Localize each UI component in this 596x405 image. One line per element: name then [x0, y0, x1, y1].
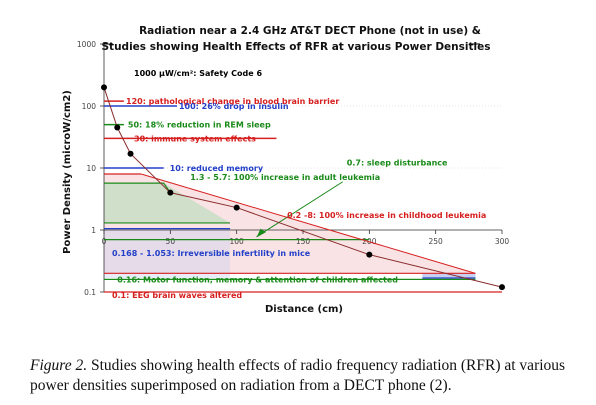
- caption-text: Studies showing health effects of radio …: [30, 357, 566, 394]
- y-tick-label: 100: [82, 102, 97, 111]
- dect-data-point: [233, 204, 240, 211]
- annotation-label-sleep: 0.7: sleep disturbance: [347, 158, 448, 167]
- dect-data-point: [101, 84, 107, 91]
- annotation-label-adult-leukemia: 1.3 - 5.7: 100% increase in adult leukem…: [190, 173, 380, 182]
- annotation-line-childhood-leukemia: [141, 173, 476, 274]
- annotation-text-layer: 1000 µW/cm²: Safety Code 6 120: pathologi…: [112, 69, 486, 300]
- annotation-lines-layer: [104, 43, 502, 293]
- annotation-arrow-sleep: [256, 181, 344, 238]
- dect-data-point: [127, 150, 134, 157]
- annotation-label-01: 0.1: EEG brain waves altered: [112, 291, 242, 300]
- y-tick-label: 1: [91, 226, 96, 235]
- dect-chart: Radiation near a 2.4 GHz AT&T DECT Phone…: [62, 25, 509, 315]
- chart-title-line2: Studies showing Health Effects of RFR at…: [102, 41, 491, 53]
- chart-svg: Radiation near a 2.4 GHz AT&T DECT Phone…: [62, 25, 509, 315]
- annotation-line-adult-leukemia: [104, 182, 171, 194]
- y-tick-label: 0.1: [84, 288, 96, 297]
- dect-data-point: [114, 124, 121, 131]
- annotation-label-10: 10: reduced memory: [170, 164, 264, 173]
- dect-data-point: [366, 251, 373, 258]
- annotation-label-50: 50: 18% reduction in REM sleep: [128, 121, 271, 130]
- y-tick-label: 1000: [77, 40, 96, 49]
- x-tick-label: 100: [230, 237, 245, 246]
- x-axis-label: Distance (cm): [265, 304, 343, 315]
- series-layer: [101, 84, 505, 291]
- adult-leukemia-region: [104, 183, 231, 223]
- caption-figure-label: Figure 2.: [30, 357, 88, 374]
- x-tick-label: 150: [296, 237, 311, 246]
- annotation-label-1000: 1000 µW/cm²: Safety Code 6: [134, 69, 262, 78]
- x-tick-label: 50: [166, 237, 176, 246]
- chart-title-line1: Radiation near a 2.4 GHz AT&T DECT Phone…: [139, 25, 481, 37]
- x-tick-label: 250: [429, 237, 444, 246]
- annotation-label-120: 120: pathological change in blood brain …: [126, 97, 339, 106]
- annotation-label-childhood-leukemia: 0.2 -8: 100% increase in childhood leuke…: [287, 211, 486, 220]
- annotation-label-30: 30: immune system effects: [134, 134, 256, 143]
- x-tick-label: 0: [102, 237, 107, 246]
- annotation-label-100: 100: 26% drop in insulin: [179, 102, 289, 111]
- annotation-label-016: 0.16: Motor function, memory & attention…: [117, 275, 398, 284]
- annotation-label-infertility: 0.168 - 1.053: Irreversible infertility …: [112, 249, 311, 258]
- dect-data-point: [167, 189, 174, 196]
- dect-data-point: [499, 284, 505, 291]
- infertility-overlap-band: [422, 273, 476, 280]
- y-axis-label: Power Density (microW/cm2): [62, 90, 73, 254]
- x-tick-label: 300: [495, 237, 510, 246]
- infertility-region: [104, 228, 231, 279]
- figure-caption: Figure 2. Studies showing health effects…: [30, 356, 590, 396]
- annotation-arrowhead-sleep: [256, 228, 266, 238]
- y-tick-label: 10: [86, 164, 96, 173]
